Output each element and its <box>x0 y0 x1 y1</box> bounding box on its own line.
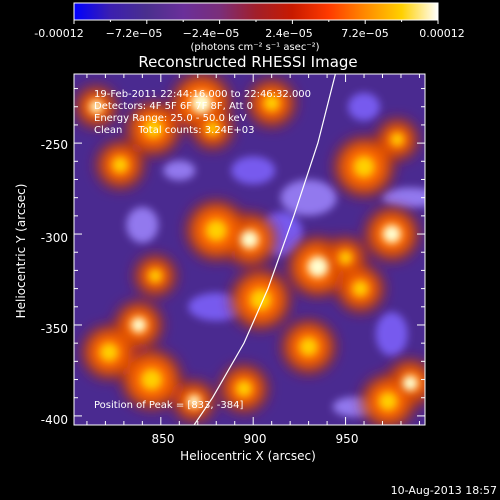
colorbar-tick-label-5: 0.00012 <box>419 27 465 40</box>
colorbar-tick-label-1: −7.2e−05 <box>106 27 163 40</box>
info-block: 19-Feb-2011 22:44:16.000 to 22:46:32.000… <box>94 89 311 136</box>
colorbar-ticks <box>73 20 439 24</box>
y-axis-label: Heliocentric Y (arcsec) <box>14 184 28 319</box>
heatmap-hot-core <box>390 133 404 146</box>
colorbar-tick-label-2: −2.4e−05 <box>183 27 240 40</box>
heatmap-hot-core <box>402 375 418 391</box>
heatmap-cool-blob <box>375 312 408 357</box>
heatmap-cool-blob <box>231 156 276 185</box>
heatmap-hot-core <box>299 337 318 356</box>
heatmap-cool-blob <box>188 292 245 321</box>
heatmap-hot-core <box>339 251 352 264</box>
heatmap-cool-blob <box>348 92 381 121</box>
heatmap-cool-blob <box>280 179 337 216</box>
info-line-energy: Energy Range: 25.0 - 50.0 keV <box>94 113 247 124</box>
y-tick-label-350: -350 <box>41 322 68 336</box>
heatmap-hot-core <box>141 369 162 390</box>
heatmap-hot-core <box>187 395 201 408</box>
generation-timestamp: 10-Aug-2013 18:57 <box>391 484 497 497</box>
heatmap-hot-core <box>112 157 128 173</box>
colorbar-tick-label-3: 2.4e−05 <box>265 27 312 40</box>
peak-position-label: Position of Peak = [833, -384] <box>94 400 243 411</box>
x-tick-label-850: 850 <box>152 432 175 446</box>
y-tick-label-400: -400 <box>41 413 68 427</box>
heatmap-cores <box>89 92 418 411</box>
colorbar-tick-label-4: 7.2e−05 <box>341 27 388 40</box>
heatmap-hot-core <box>89 100 103 114</box>
x-tick-label-900: 900 <box>244 432 267 446</box>
x-tick-label-950: 950 <box>336 432 359 446</box>
heatmap-hot-core <box>236 380 252 397</box>
colorbar-tick-labels: -0.00012 −7.2e−05 −2.4e−05 2.4e−05 7.2e−… <box>34 27 464 40</box>
heatmap-hot-core <box>205 220 227 241</box>
heatmap-image <box>74 74 425 425</box>
y-tick-label-300: -300 <box>41 231 68 245</box>
plot-frame <box>73 73 426 426</box>
heatmap-hot-core <box>191 92 212 114</box>
x-tick-labels: 850 900 950 <box>152 432 359 446</box>
colorbar <box>73 2 439 21</box>
heatmap-hot-core <box>148 269 162 283</box>
heatmap-cool-blob <box>126 206 159 243</box>
heatmap-hot-core <box>206 122 219 135</box>
heatmap-cool-blob <box>163 160 196 181</box>
heatmap-hot-core <box>131 317 147 333</box>
heatmap-hot-core <box>144 119 163 138</box>
axis-ticks <box>74 74 425 425</box>
colorbar-tick-label-0: -0.00012 <box>34 27 83 40</box>
colorbar-unit-label: (photons cm⁻² s⁻¹ asec⁻²) <box>190 42 319 53</box>
heatmap-hot-core <box>240 230 259 249</box>
heatmap-hot-core <box>100 343 119 362</box>
heatmap-cool-blob <box>382 187 425 208</box>
heatmap-hot-core <box>353 156 375 178</box>
info-line-time: 19-Feb-2011 22:44:16.000 to 22:46:32.000 <box>94 89 311 100</box>
heatmap-cool-regions <box>126 92 425 417</box>
heatmap-hot-core <box>379 392 398 411</box>
x-axis-label: Heliocentric X (arcsec) <box>180 449 316 463</box>
heatmap-hot-core <box>382 225 401 244</box>
solar-limb-line <box>193 74 337 425</box>
y-tick-labels: -250 -300 -350 -400 <box>41 138 68 427</box>
info-line-clean: Clean Total counts: 3.24E+03 <box>94 125 254 136</box>
plot-title: Reconstructed RHESSI Image <box>138 53 357 71</box>
y-tick-label-250: -250 <box>41 138 68 152</box>
heatmap-hot-core <box>352 280 368 297</box>
heatmap-hot-core <box>264 95 280 111</box>
info-line-detectors: Detectors: 4F 5F 6F 7F 8F, Att 0 <box>94 101 253 112</box>
heatmap-hot-core <box>307 256 329 278</box>
